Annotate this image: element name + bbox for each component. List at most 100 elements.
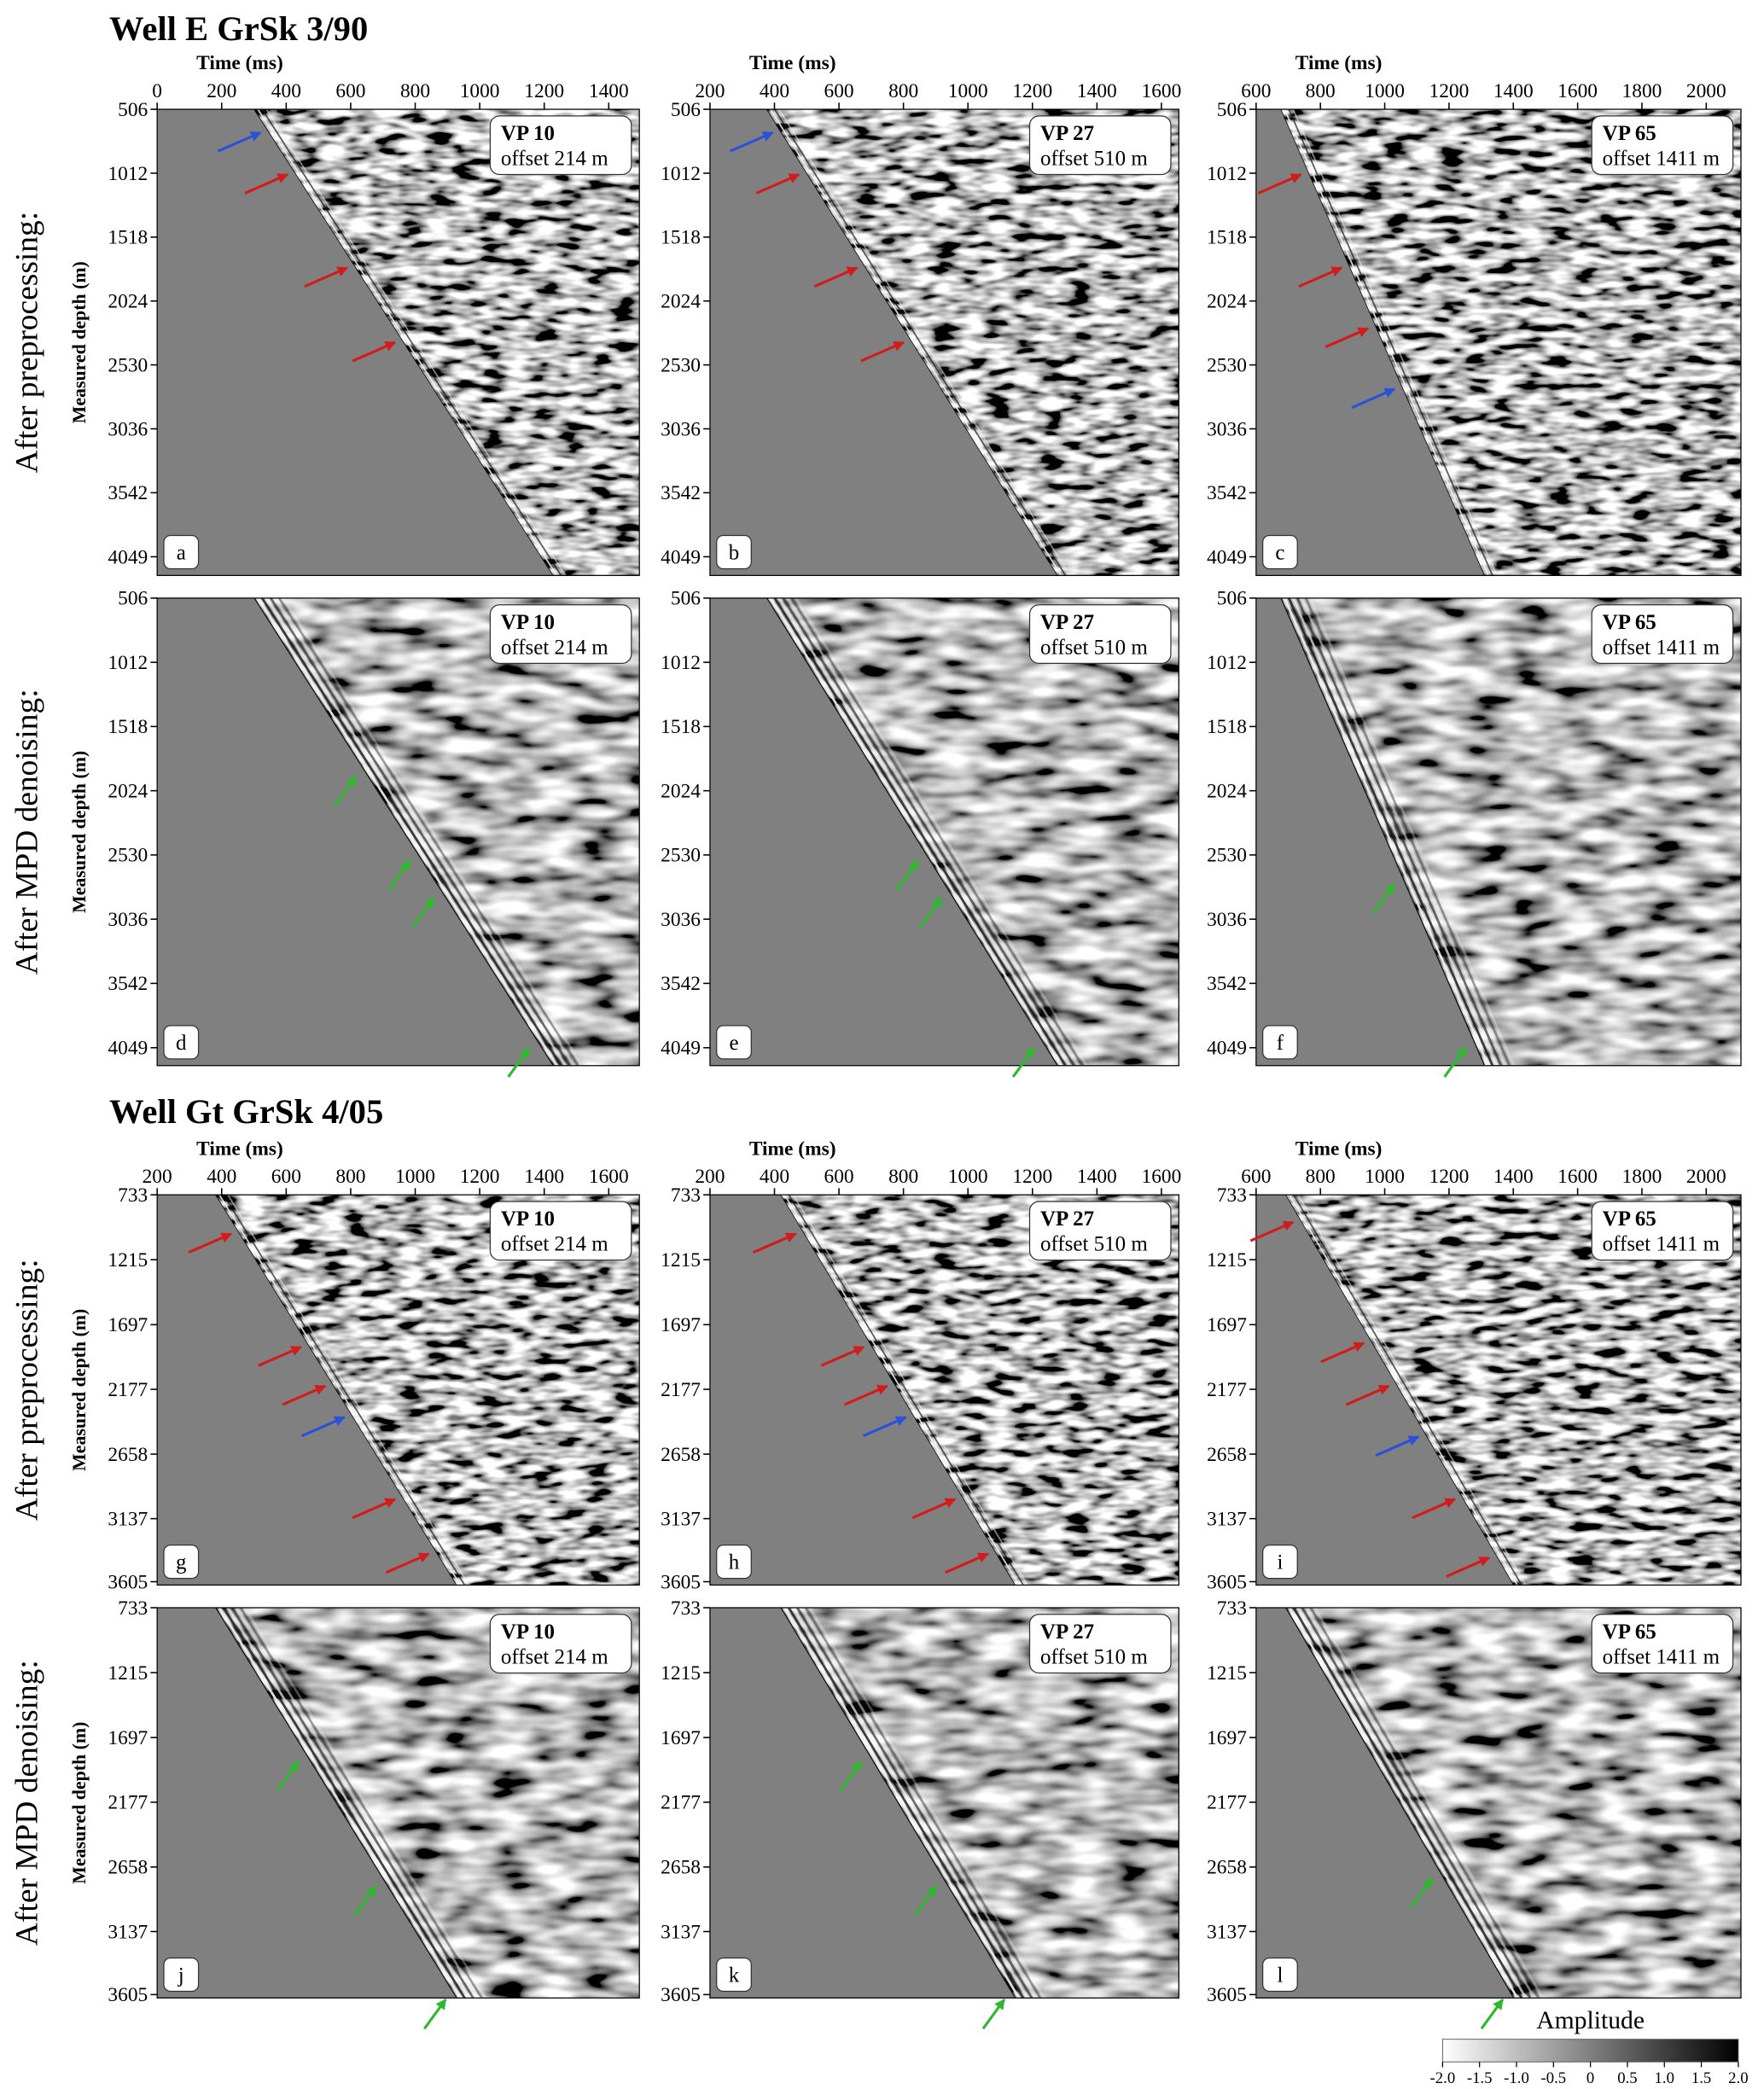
wavelet: [1288, 109, 1493, 576]
wavelet: [800, 1607, 1038, 1999]
y-tick-label: 1697: [661, 1727, 701, 1749]
wavelet: [783, 1195, 1020, 1586]
y-tick-label: 1215: [1207, 1662, 1247, 1685]
panel-frame: [1255, 108, 1742, 576]
y-tick-label: 3137: [1207, 1921, 1247, 1943]
first-arrival: [214, 1195, 470, 1586]
y-tick-label: 506: [1217, 588, 1247, 610]
arrow: [1443, 1046, 1467, 1078]
info-box: [489, 115, 632, 176]
info-box: [1028, 604, 1172, 664]
y-tick-label: 3036: [661, 418, 701, 440]
wavelet: [777, 597, 1071, 1066]
info-box: [1028, 1614, 1172, 1674]
figure-title: Well E GrSk 3/90: [109, 9, 368, 48]
y-tick-label: 2177: [661, 1792, 701, 1814]
y-axis-label: Measured depth (m): [69, 261, 90, 423]
wavelet: [792, 1195, 1028, 1586]
y-tick-label: 1012: [1207, 163, 1247, 185]
info-box: [1591, 1201, 1734, 1261]
arrow: [387, 859, 411, 891]
offset-label: offset 1411 m: [1603, 636, 1720, 659]
x-tick-label: 600: [1241, 80, 1271, 102]
y-tick-label: 506: [118, 588, 148, 610]
x-tick-label: 200: [207, 80, 236, 102]
x-axis-label: Time (ms): [749, 52, 836, 74]
arrow: [918, 897, 943, 928]
wavelet: [260, 597, 562, 1066]
wavelet: [257, 109, 558, 576]
wavelet: [1284, 1607, 1515, 1999]
colorbar-tick-label: -0.5: [1540, 2069, 1566, 2087]
y-tick-label: 733: [671, 1597, 701, 1620]
offset-label: offset 510 m: [1040, 1646, 1148, 1669]
y-tick-label: 4049: [661, 1038, 701, 1060]
arrow: [352, 1498, 397, 1520]
colorbar: [1441, 2039, 1739, 2063]
y-tick-label: 1697: [108, 1727, 148, 1749]
y-tick-label: 3137: [108, 1508, 148, 1530]
wavelet: [218, 1195, 462, 1586]
x-tick-label: 1200: [1429, 1166, 1470, 1188]
x-tick-label: 1000: [948, 1166, 988, 1188]
y-tick-label: 2658: [108, 1857, 148, 1879]
colorbar-tick-label: 1.5: [1691, 2069, 1711, 2087]
y-tick-label: 4049: [1207, 546, 1247, 568]
colorbar-tick-label: -2.0: [1430, 2069, 1456, 2087]
first-arrival: [1280, 109, 1498, 576]
y-tick-label: 1215: [661, 1249, 701, 1271]
arrow: [981, 1998, 1006, 2030]
offset-label: offset 510 m: [1040, 148, 1148, 171]
y-tick-label: 1518: [661, 227, 701, 249]
x-tick-label: 200: [695, 80, 725, 102]
x-tick-label: 1400: [524, 1166, 564, 1188]
arrow: [507, 1046, 531, 1078]
wavelet: [1295, 597, 1503, 1066]
wavelet: [261, 109, 562, 576]
x-tick-label: 800: [888, 80, 918, 102]
y-tick-label: 1215: [108, 1662, 148, 1685]
panel-letter: g: [176, 1551, 187, 1574]
arrow: [1480, 1998, 1505, 2030]
vp-label: VP 65: [1603, 122, 1656, 145]
panel-letter: j: [178, 1964, 184, 1987]
wavelet: [256, 597, 558, 1066]
arrow: [301, 1416, 346, 1438]
x-tick-label: 1000: [948, 80, 988, 102]
y-tick-label: 1697: [108, 1314, 148, 1336]
arrow: [860, 340, 905, 363]
y-tick-label: 2177: [1207, 1792, 1247, 1814]
arrow: [1412, 1498, 1457, 1520]
arrow: [276, 1760, 300, 1792]
y-tick-label: 2024: [661, 291, 701, 313]
y-tick-label: 2658: [1207, 1444, 1247, 1466]
row-label: After MPD denoising:: [10, 689, 45, 975]
wavelet: [1291, 597, 1499, 1066]
y-tick-label: 2658: [1207, 1857, 1247, 1879]
wavelet: [770, 109, 1062, 576]
colorbar-tick-label: 0: [1586, 2069, 1594, 2087]
wavelet: [1292, 109, 1498, 576]
y-tick-label: 1518: [661, 716, 701, 738]
arrow: [334, 775, 358, 807]
wavelet: [1313, 1607, 1545, 1999]
wavelet: [222, 1607, 466, 1999]
wavelet: [1292, 1607, 1523, 1999]
panel-frame: [1255, 597, 1742, 1067]
offset-label: offset 214 m: [501, 1233, 608, 1256]
y-tick-label: 2177: [1207, 1379, 1247, 1401]
x-tick-label: 1600: [1557, 1166, 1598, 1188]
x-tick-label: 1600: [1557, 80, 1598, 102]
vp-label: VP 65: [1603, 611, 1656, 634]
arrow: [352, 340, 397, 363]
y-tick-label: 3542: [108, 973, 148, 995]
arrow: [188, 1232, 233, 1254]
y-tick-label: 3036: [108, 418, 148, 440]
arrow: [945, 1552, 989, 1574]
wavelet: [809, 1607, 1046, 1999]
wavelet: [1284, 1195, 1514, 1586]
y-tick-label: 2024: [1207, 780, 1247, 802]
first-arrival: [253, 597, 584, 1066]
